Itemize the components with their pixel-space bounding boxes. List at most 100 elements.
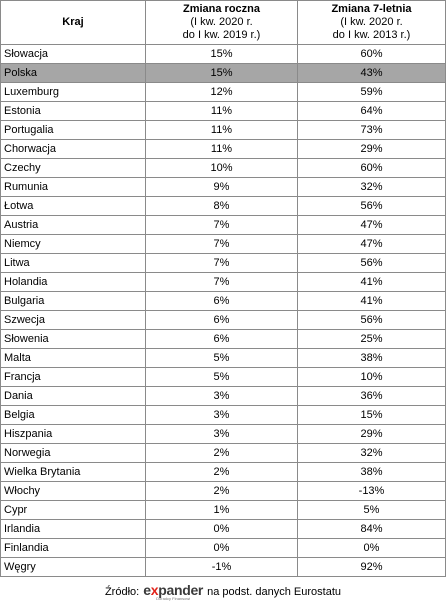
country-cell: Chorwacja [0, 139, 146, 159]
table-row: Estonia 11% 64% [0, 101, 446, 121]
header-annual-sub1: (I kw. 2020 r. [190, 16, 253, 28]
table-row: Cypr 1% 5% [0, 500, 446, 520]
annual-change-cell: 7% [145, 253, 298, 273]
seven-year-change-cell: 36% [297, 386, 446, 406]
country-cell: Luxemburg [0, 82, 146, 102]
seven-year-change-cell: -13% [297, 481, 446, 501]
table-row: Włochy 2% -13% [0, 481, 446, 501]
source-note: Źródło: expander Doradcy Finansowi na po… [0, 581, 446, 603]
country-cell: Finlandia [0, 538, 146, 558]
country-cell: Cypr [0, 500, 146, 520]
country-cell: Austria [0, 215, 146, 235]
table-row: Litwa 7% 56% [0, 253, 446, 273]
table-row: Malta 5% 38% [0, 348, 446, 368]
country-cell: Wielka Brytania [0, 462, 146, 482]
seven-year-change-cell: 38% [297, 348, 446, 368]
annual-change-cell: 0% [145, 538, 298, 558]
annual-change-cell: 10% [145, 158, 298, 178]
table-row: Węgry -1% 92% [0, 557, 446, 577]
seven-year-change-cell: 32% [297, 443, 446, 463]
annual-change-cell: 3% [145, 405, 298, 425]
seven-year-change-cell: 60% [297, 158, 446, 178]
seven-year-change-cell: 73% [297, 120, 446, 140]
table-row: Polska 15% 43% [0, 63, 446, 83]
country-cell: Malta [0, 348, 146, 368]
country-cell: Szwecja [0, 310, 146, 330]
seven-year-change-cell: 38% [297, 462, 446, 482]
annual-change-cell: -1% [145, 557, 298, 577]
header-country: Kraj [0, 0, 146, 45]
country-cell: Dania [0, 386, 146, 406]
table-row: Chorwacja 11% 29% [0, 139, 446, 159]
country-cell: Portugalia [0, 120, 146, 140]
seven-year-change-cell: 60% [297, 44, 446, 64]
country-cell: Estonia [0, 101, 146, 121]
seven-year-change-cell: 64% [297, 101, 446, 121]
table-row: Niemcy 7% 47% [0, 234, 446, 254]
table-row: Norwegia 2% 32% [0, 443, 446, 463]
country-cell: Irlandia [0, 519, 146, 539]
source-prefix: Źródło: [104, 586, 140, 598]
annual-change-cell: 2% [145, 462, 298, 482]
header-seven-sub1: (I kw. 2020 r. [340, 16, 403, 28]
annual-change-cell: 7% [145, 215, 298, 235]
country-cell: Czechy [0, 158, 146, 178]
header-annual-change: Zmiana roczna (I kw. 2020 r. do I kw. 20… [145, 0, 298, 45]
annual-change-cell: 7% [145, 272, 298, 292]
annual-change-cell: 11% [145, 101, 298, 121]
annual-change-cell: 3% [145, 386, 298, 406]
country-cell: Bulgaria [0, 291, 146, 311]
seven-year-change-cell: 47% [297, 234, 446, 254]
header-seven-sub2: do I kw. 2013 r.) [332, 29, 411, 41]
header-seven-year-change: Zmiana 7-letnia (I kw. 2020 r. do I kw. … [297, 0, 446, 45]
table-row: Luxemburg 12% 59% [0, 82, 446, 102]
annual-change-cell: 1% [145, 500, 298, 520]
header-annual-title: Zmiana roczna [182, 3, 261, 15]
annual-change-cell: 6% [145, 310, 298, 330]
seven-year-change-cell: 92% [297, 557, 446, 577]
country-cell: Hiszpania [0, 424, 146, 444]
country-cell: Słowacja [0, 44, 146, 64]
country-cell: Litwa [0, 253, 146, 273]
country-cell: Słowenia [0, 329, 146, 349]
seven-year-change-cell: 29% [297, 139, 446, 159]
seven-year-change-cell: 43% [297, 63, 446, 83]
annual-change-cell: 2% [145, 481, 298, 501]
expander-logo: expander Doradcy Finansowi [143, 582, 204, 601]
country-cell: Włochy [0, 481, 146, 501]
country-cell: Norwegia [0, 443, 146, 463]
header-annual-sub2: do I kw. 2019 r.) [182, 29, 261, 41]
seven-year-change-cell: 59% [297, 82, 446, 102]
seven-year-change-cell: 56% [297, 310, 446, 330]
table-row: Rumunia 9% 32% [0, 177, 446, 197]
annual-change-cell: 12% [145, 82, 298, 102]
annual-change-cell: 5% [145, 367, 298, 387]
seven-year-change-cell: 5% [297, 500, 446, 520]
seven-year-change-cell: 29% [297, 424, 446, 444]
table-row: Irlandia 0% 84% [0, 519, 446, 539]
table-header-row: Kraj Zmiana roczna (I kw. 2020 r. do I k… [0, 0, 446, 45]
country-cell: Węgry [0, 557, 146, 577]
seven-year-change-cell: 84% [297, 519, 446, 539]
annual-change-cell: 6% [145, 291, 298, 311]
annual-change-cell: 15% [145, 63, 298, 83]
country-cell: Francja [0, 367, 146, 387]
table-row: Szwecja 6% 56% [0, 310, 446, 330]
table-row: Bulgaria 6% 41% [0, 291, 446, 311]
table-row: Słowacja 15% 60% [0, 44, 446, 64]
table-body: Słowacja 15% 60% Polska 15% 43% Luxemburg 12% 59… [0, 44, 446, 577]
seven-year-change-cell: 56% [297, 253, 446, 273]
table-row: Portugalia 11% 73% [0, 120, 446, 140]
annual-change-cell: 6% [145, 329, 298, 349]
table-row: Czechy 10% 60% [0, 158, 446, 178]
table-row: Dania 3% 36% [0, 386, 446, 406]
country-cell: Rumunia [0, 177, 146, 197]
seven-year-change-cell: 10% [297, 367, 446, 387]
country-cell: Łotwa [0, 196, 146, 216]
table-row: Austria 7% 47% [0, 215, 446, 235]
table-row: Wielka Brytania 2% 38% [0, 462, 446, 482]
table-row: Słowenia 6% 25% [0, 329, 446, 349]
annual-change-cell: 3% [145, 424, 298, 444]
seven-year-change-cell: 0% [297, 538, 446, 558]
annual-change-cell: 15% [145, 44, 298, 64]
